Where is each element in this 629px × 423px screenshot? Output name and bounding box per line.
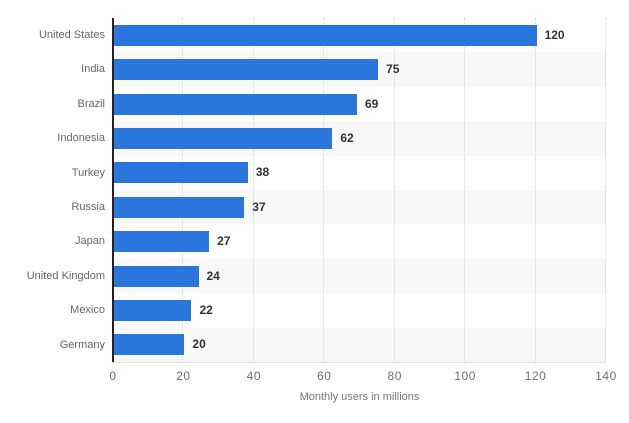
gridline <box>182 18 184 362</box>
x-axis-baseline <box>113 362 606 363</box>
value-label: 62 <box>340 130 354 145</box>
x-tick-label: 100 <box>454 369 476 383</box>
x-tick-label: 120 <box>524 369 547 383</box>
category-label: Turkey <box>71 166 105 179</box>
category-label: United Kingdom <box>26 269 105 282</box>
value-label: 75 <box>386 62 400 77</box>
value-label: 24 <box>206 268 220 283</box>
category-label: Mexico <box>70 304 105 317</box>
x-tick-label: 80 <box>387 369 402 383</box>
bars-layer: 120 75 69 62 38 37 27 24 22 20 <box>113 18 606 362</box>
category-label: Russia <box>71 201 105 213</box>
category-label: Japan <box>75 235 105 248</box>
gridline <box>534 18 536 362</box>
bar[interactable] <box>114 162 248 184</box>
bar[interactable] <box>114 334 185 356</box>
value-label: 37 <box>252 199 266 214</box>
value-label: 22 <box>199 302 213 317</box>
gridline <box>323 18 325 362</box>
bar[interactable] <box>114 299 192 321</box>
gridline <box>464 18 466 362</box>
category-label: Brazil <box>77 97 105 110</box>
y-axis-line <box>112 18 114 362</box>
gridline <box>393 18 395 362</box>
bar[interactable] <box>114 24 537 46</box>
x-tick-label: 40 <box>246 369 262 383</box>
x-tick-label: 0 <box>109 369 117 383</box>
bar[interactable] <box>114 93 357 115</box>
category-labels: United States India Brazil Indonesia Turkey R… <box>0 18 105 362</box>
x-tick-label: 140 <box>595 369 617 383</box>
x-axis-tick-labels: 0 20 40 60 80 100 120 140 <box>109 369 616 385</box>
x-axis-title: Monthly users in millions <box>299 391 420 403</box>
category-label: India <box>81 63 105 76</box>
row-stripe <box>113 327 606 362</box>
value-label: 27 <box>217 234 231 249</box>
value-label: 120 <box>544 27 565 42</box>
bar[interactable] <box>114 231 210 253</box>
gridline <box>252 18 254 362</box>
category-label: Indonesia <box>57 132 105 145</box>
bar[interactable] <box>114 127 333 149</box>
gridline <box>605 18 606 362</box>
value-label: 69 <box>364 96 379 111</box>
x-tick-label: 60 <box>317 369 332 383</box>
value-label: 20 <box>192 337 206 352</box>
row-stripe <box>113 293 606 328</box>
bar[interactable] <box>114 265 199 287</box>
value-label: 38 <box>255 165 270 180</box>
bar[interactable] <box>114 59 379 81</box>
x-tick-label: 20 <box>176 369 191 383</box>
gridlines-layer <box>113 18 606 362</box>
category-label: United States <box>38 29 105 41</box>
category-label: Germany <box>59 338 105 351</box>
bar[interactable] <box>114 196 245 218</box>
